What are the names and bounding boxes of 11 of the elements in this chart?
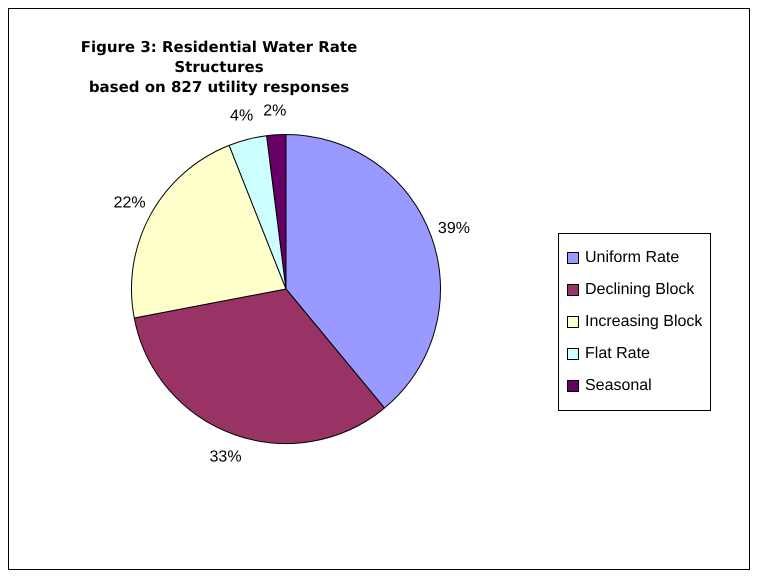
legend-label: Uniform Rate [585,249,680,267]
legend-label: Flat Rate [585,345,650,363]
data-label: 4% [230,108,254,125]
legend-label: Increasing Block [585,313,702,331]
data-label: 39% [438,220,470,237]
legend-label: Seasonal [585,377,652,395]
data-label: 33% [210,448,242,466]
data-label: 22% [114,194,146,212]
chart-subtitle: based on 827 utility responses [88,77,350,97]
data-label: 2% [263,102,286,120]
legend-label: Declining Block [585,281,694,299]
